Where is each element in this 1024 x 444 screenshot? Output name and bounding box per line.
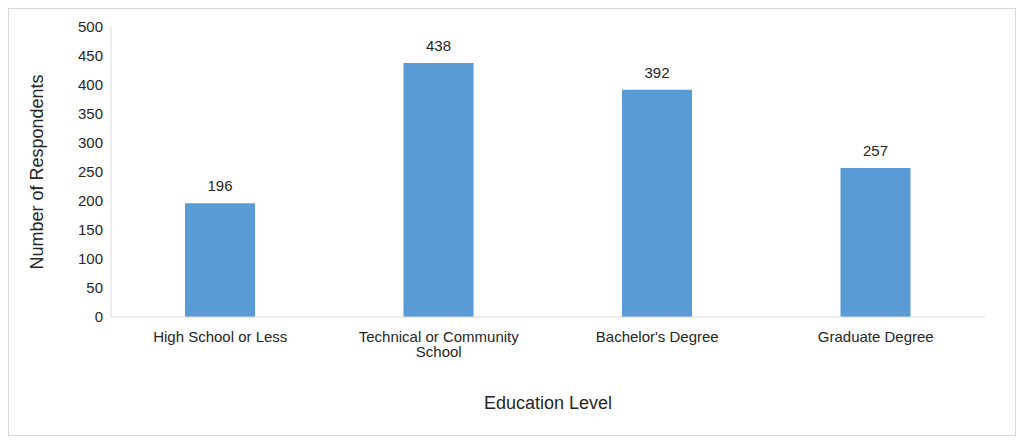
svg-text:Bachelor's Degree: Bachelor's Degree xyxy=(596,328,719,345)
svg-text:Education Level: Education Level xyxy=(484,393,612,413)
svg-text:438: 438 xyxy=(426,37,451,54)
svg-text:392: 392 xyxy=(644,64,669,81)
svg-text:500: 500 xyxy=(78,18,103,35)
svg-text:400: 400 xyxy=(78,76,103,93)
svg-text:196: 196 xyxy=(207,177,232,194)
svg-text:0: 0 xyxy=(95,308,103,325)
svg-text:50: 50 xyxy=(86,279,103,296)
svg-text:250: 250 xyxy=(78,163,103,180)
svg-text:200: 200 xyxy=(78,192,103,209)
svg-text:300: 300 xyxy=(78,134,103,151)
svg-text:100: 100 xyxy=(78,250,103,267)
svg-text:High School or Less: High School or Less xyxy=(153,328,287,345)
svg-text:Graduate Degree: Graduate Degree xyxy=(818,328,934,345)
svg-text:Number of Respondents: Number of Respondents xyxy=(27,74,47,269)
svg-text:450: 450 xyxy=(78,47,103,64)
svg-text:350: 350 xyxy=(78,105,103,122)
svg-text:Technical or CommunitySchool: Technical or CommunitySchool xyxy=(359,328,520,360)
svg-text:257: 257 xyxy=(863,142,888,159)
svg-text:150: 150 xyxy=(78,221,103,238)
